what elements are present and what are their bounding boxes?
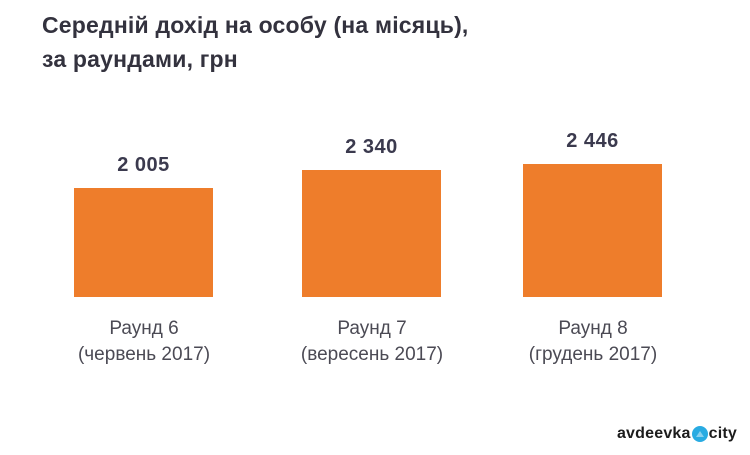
category-label-round-6-line1: Раунд 6 — [109, 318, 179, 339]
category-label-round-7-line2: (вересень 2017) — [300, 344, 444, 365]
site-logo: avdeevka city — [617, 425, 737, 443]
site-logo-text-left: avdeevka — [616, 425, 691, 442]
site-logo-dot-icon — [691, 426, 708, 442]
bar-value-round-7: 2 340 — [345, 136, 398, 158]
bar-value-round-8: 2 446 — [566, 130, 619, 152]
bar-group-round-6: 2 005 — [74, 154, 213, 297]
category-label-round-6-line2: (червень 2017) — [77, 344, 211, 365]
bar-round-8 — [523, 164, 662, 297]
chart-title-line1: Середній дохід на особу (на місяць), — [42, 12, 469, 38]
bar-value-round-6: 2 005 — [117, 154, 170, 176]
site-logo-text-right: city — [708, 425, 737, 442]
chart-title: Середній дохід на особу (на місяць), за … — [42, 8, 469, 76]
bar-round-6 — [74, 188, 213, 297]
category-label-round-8-line2: (грудень 2017) — [528, 344, 658, 365]
bar-group-round-8: 2 446 — [523, 130, 662, 297]
bar-group-round-7: 2 340 — [302, 136, 441, 297]
category-label-round-8-line1: Раунд 8 — [558, 318, 628, 339]
category-label-round-6: Раунд 6 (червень 2017) — [34, 316, 254, 368]
category-label-round-8: Раунд 8 (грудень 2017) — [483, 316, 703, 368]
category-label-round-7-line1: Раунд 7 — [337, 318, 407, 339]
bar-round-7 — [302, 170, 441, 297]
chart-title-line2: за раундами, грн — [42, 46, 238, 72]
category-label-round-7: Раунд 7 (вересень 2017) — [262, 316, 482, 368]
